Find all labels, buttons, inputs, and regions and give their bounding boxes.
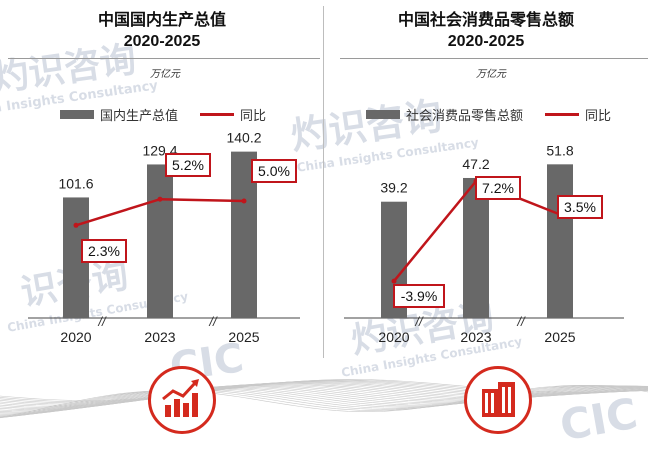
growth-label: 5.0% (258, 163, 290, 179)
growth-point (157, 196, 163, 202)
wave-line (0, 385, 648, 418)
bar-value-label: 140.2 (226, 130, 261, 146)
wave-line (0, 384, 648, 413)
chart-subtitle: 2020-2025 (447, 33, 525, 50)
bar-value-label: 47.2 (462, 156, 489, 172)
retail-panel: 中国社会消费品零售总额 2020-2025 万亿元 社会消费品零售总额 同比 3… (324, 0, 648, 365)
growth-label: 5.2% (172, 157, 204, 173)
panel-divider (323, 6, 324, 358)
bar-value-label: 101.6 (58, 175, 93, 191)
x-tick-label: 2020 (60, 329, 91, 345)
growth-chart-icon (148, 366, 216, 434)
legend-bar-label: 社会消费品零售总额 (406, 109, 524, 124)
title-rule (340, 58, 648, 59)
bar-value-label: 51.8 (546, 142, 573, 158)
growth-label-box (165, 153, 211, 177)
bar (547, 164, 573, 318)
chart-subtitle: 2020-2025 (123, 33, 201, 50)
axis-break-mark: // (516, 314, 526, 329)
axis-break-mark: // (97, 314, 107, 329)
x-tick-label: 2025 (228, 329, 259, 345)
legend: 社会消费品零售总额 同比 (366, 105, 611, 124)
growth-point (241, 198, 247, 204)
legend-bar-swatch (60, 110, 94, 119)
wave-line (0, 385, 648, 418)
legend-line-label: 同比 (240, 109, 267, 124)
unit-label: 万亿元 (150, 69, 180, 80)
x-tick-label: 2023 (460, 329, 491, 345)
legend-bar-swatch (366, 110, 400, 119)
growth-label-box (475, 176, 521, 200)
chart-title: 中国国内生产总值 (97, 10, 226, 29)
wave-line (0, 385, 648, 418)
wave-line (0, 385, 648, 419)
title-rule (8, 58, 320, 59)
legend-line-swatch (545, 113, 580, 116)
growth-point (73, 222, 79, 228)
buildings-icon (464, 366, 532, 434)
growth-point (391, 278, 397, 284)
wave-line (0, 384, 648, 414)
wave-line (0, 384, 648, 418)
growth-label-box (557, 195, 603, 219)
bar (147, 164, 173, 318)
legend-line-label: 同比 (585, 109, 612, 124)
bar (463, 177, 489, 318)
axis-break-mark: // (414, 314, 424, 329)
wave-line (0, 385, 648, 417)
retail-chart: 39.2 47.2 51.8 2020 2023 2025 // // -3.9% 7.2% 3.5… (344, 142, 624, 345)
chart-title: 中国社会消费品零售总额 (397, 10, 574, 29)
legend: 国内生产总值 同比 (60, 105, 266, 124)
unit-label: 万亿元 (476, 69, 506, 80)
bar-value-label: 39.2 (380, 180, 407, 196)
x-tick-label: 2025 (544, 329, 575, 345)
decorative-waves (0, 379, 648, 419)
growth-label: -3.9% (401, 288, 438, 304)
growth-label-box (81, 239, 127, 263)
growth-label: 7.2% (482, 180, 514, 196)
growth-label: 3.5% (564, 199, 596, 215)
x-tick-label: 2020 (378, 329, 409, 345)
wave-line (0, 385, 648, 415)
legend-line-swatch (200, 113, 235, 116)
growth-label-box (251, 159, 297, 183)
axis-break-mark: // (208, 314, 218, 329)
gdp-panel: 中国国内生产总值 2020-2025 万亿元 国内生产总值 同比 101.6 12… (0, 0, 324, 365)
wave-line (0, 385, 648, 417)
wave-line (0, 385, 648, 416)
growth-label: 2.3% (88, 243, 120, 259)
wave-line (0, 385, 648, 418)
legend-bar-label: 国内生产总值 (100, 109, 179, 124)
growth-label-box (393, 284, 445, 308)
x-tick-label: 2023 (144, 329, 175, 345)
